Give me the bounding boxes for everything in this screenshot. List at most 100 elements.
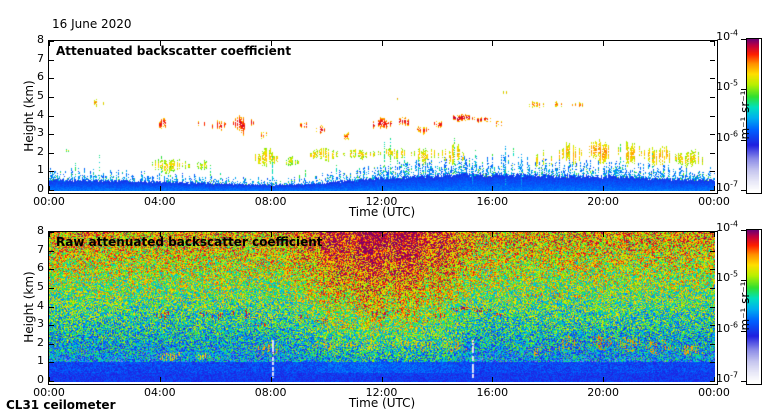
- ytick-mark: [49, 269, 54, 270]
- ytick-mark-right: [710, 41, 715, 42]
- xtick-mark: [714, 377, 715, 382]
- date-label: 16 June 2020: [52, 17, 132, 31]
- ytick-label-6: 6: [37, 70, 44, 84]
- ytick-mark: [49, 288, 54, 289]
- ytick-label-1: 1: [37, 163, 44, 177]
- ytick-mark: [49, 251, 54, 252]
- ytick-label-5: 5: [37, 88, 44, 102]
- panel-bottom-xlabel: Time (UTC): [348, 396, 416, 410]
- ytick-mark: [49, 232, 54, 233]
- panel-attenuated-backscatter: [48, 40, 718, 194]
- colorbar-tick-mark: [741, 230, 746, 231]
- colorbar-tick-label-10-4: 10-4: [716, 28, 738, 43]
- colorbar-tick-label-10-7: 10-7: [716, 179, 738, 194]
- xtick-mark-top: [160, 232, 161, 237]
- ytick-mark: [49, 190, 54, 191]
- colorbar-tick-label-10-4: 10-4: [716, 219, 738, 234]
- ytick-label-8: 8: [37, 224, 44, 237]
- xtick-label-0800: 08:00: [254, 195, 287, 208]
- ytick-mark-right: [710, 171, 715, 172]
- ytick-mark-right: [710, 251, 715, 252]
- ytick-mark-right: [710, 78, 715, 79]
- ytick-mark-right: [710, 288, 715, 289]
- panel-bottom-title: Raw attenuated backscatter coefficient: [56, 235, 323, 249]
- xtick-mark: [492, 186, 493, 191]
- ytick-mark-right: [710, 344, 715, 345]
- colorbar-tick-mark: [741, 331, 746, 332]
- ytick-label-1: 1: [37, 354, 44, 368]
- xtick-mark-top: [49, 41, 50, 46]
- colorbar-bottom-label: m⁻¹ sr⁻¹: [738, 281, 752, 331]
- panel-raw-attenuated-backscatter: [48, 231, 718, 385]
- footer-label: CL31 ceilometer: [6, 398, 116, 412]
- ytick-mark-right: [710, 232, 715, 233]
- ytick-mark-right: [710, 116, 715, 117]
- xtick-mark: [382, 186, 383, 191]
- ytick-mark: [49, 381, 54, 382]
- xtick-mark-top: [492, 41, 493, 46]
- ytick-mark: [49, 171, 54, 172]
- ytick-mark: [49, 116, 54, 117]
- ytick-mark: [49, 41, 54, 42]
- colorbar-tick-label-10-6: 10-6: [716, 129, 738, 144]
- colorbar-tick-mark: [741, 190, 746, 191]
- xtick-mark: [160, 186, 161, 191]
- colorbar-tick-mark: [741, 280, 746, 281]
- ytick-mark: [49, 344, 54, 345]
- ytick-mark-right: [710, 362, 715, 363]
- xtick-mark: [271, 377, 272, 382]
- ytick-mark-right: [710, 269, 715, 270]
- ytick-mark-right: [710, 60, 715, 61]
- xtick-label-0000: 00:00: [698, 195, 730, 208]
- xtick-label-0800: 08:00: [254, 386, 287, 399]
- ytick-label-4: 4: [37, 107, 44, 121]
- xtick-mark: [49, 186, 50, 191]
- xtick-mark: [603, 377, 604, 382]
- panel-top-title: Attenuated backscatter coefficient: [56, 44, 292, 58]
- xtick-label-0000: 00:00: [698, 386, 730, 399]
- xtick-mark-top: [271, 41, 272, 46]
- ytick-label-3: 3: [37, 317, 44, 331]
- ytick-mark: [49, 78, 54, 79]
- xtick-mark-top: [714, 41, 715, 46]
- xtick-label-1600: 16:00: [476, 195, 509, 208]
- ytick-label-0: 0: [37, 182, 44, 195]
- colorbar-tick-label-10-5: 10-5: [716, 269, 738, 285]
- ytick-mark: [49, 362, 54, 363]
- ytick-mark-right: [710, 153, 715, 154]
- colorbar-tick-mark: [741, 89, 746, 90]
- xtick-mark: [714, 186, 715, 191]
- xtick-label-2000: 20:00: [587, 386, 619, 399]
- colorbar-tick-label-10-5: 10-5: [716, 78, 738, 94]
- ytick-mark: [49, 60, 54, 61]
- xtick-label-0000: 00:00: [33, 386, 65, 399]
- colorbar-tick-label-10-6: 10-6: [716, 320, 738, 335]
- ytick-label-0: 0: [37, 373, 44, 386]
- xtick-mark-top: [382, 232, 383, 237]
- xtick-mark: [603, 186, 604, 191]
- ytick-label-8: 8: [37, 33, 44, 46]
- xtick-mark: [382, 377, 383, 382]
- xtick-mark-top: [160, 41, 161, 46]
- colorbar-tick-mark: [741, 140, 746, 141]
- xtick-label-0400: 04:00: [143, 386, 176, 399]
- ytick-mark-right: [710, 307, 715, 308]
- ytick-mark-right: [710, 325, 715, 326]
- ytick-mark-right: [710, 97, 715, 98]
- xtick-mark: [271, 186, 272, 191]
- ytick-label-4: 4: [37, 298, 44, 312]
- xtick-mark: [492, 377, 493, 382]
- ytick-mark: [49, 97, 54, 98]
- xtick-mark-top: [603, 232, 604, 237]
- colorbar-bottom: [746, 229, 762, 385]
- xtick-label-0000: 00:00: [33, 195, 65, 208]
- ytick-mark: [49, 307, 54, 308]
- colorbar-tick-mark: [741, 39, 746, 40]
- xtick-mark-top: [714, 232, 715, 237]
- ytick-label-2: 2: [37, 144, 44, 158]
- xtick-label-0400: 04:00: [143, 195, 176, 208]
- xtick-mark-top: [382, 41, 383, 46]
- ytick-mark-right: [710, 190, 715, 191]
- panel-top-xlabel: Time (UTC): [348, 205, 416, 219]
- colorbar-top-label: m⁻¹ sr⁻¹: [738, 90, 752, 140]
